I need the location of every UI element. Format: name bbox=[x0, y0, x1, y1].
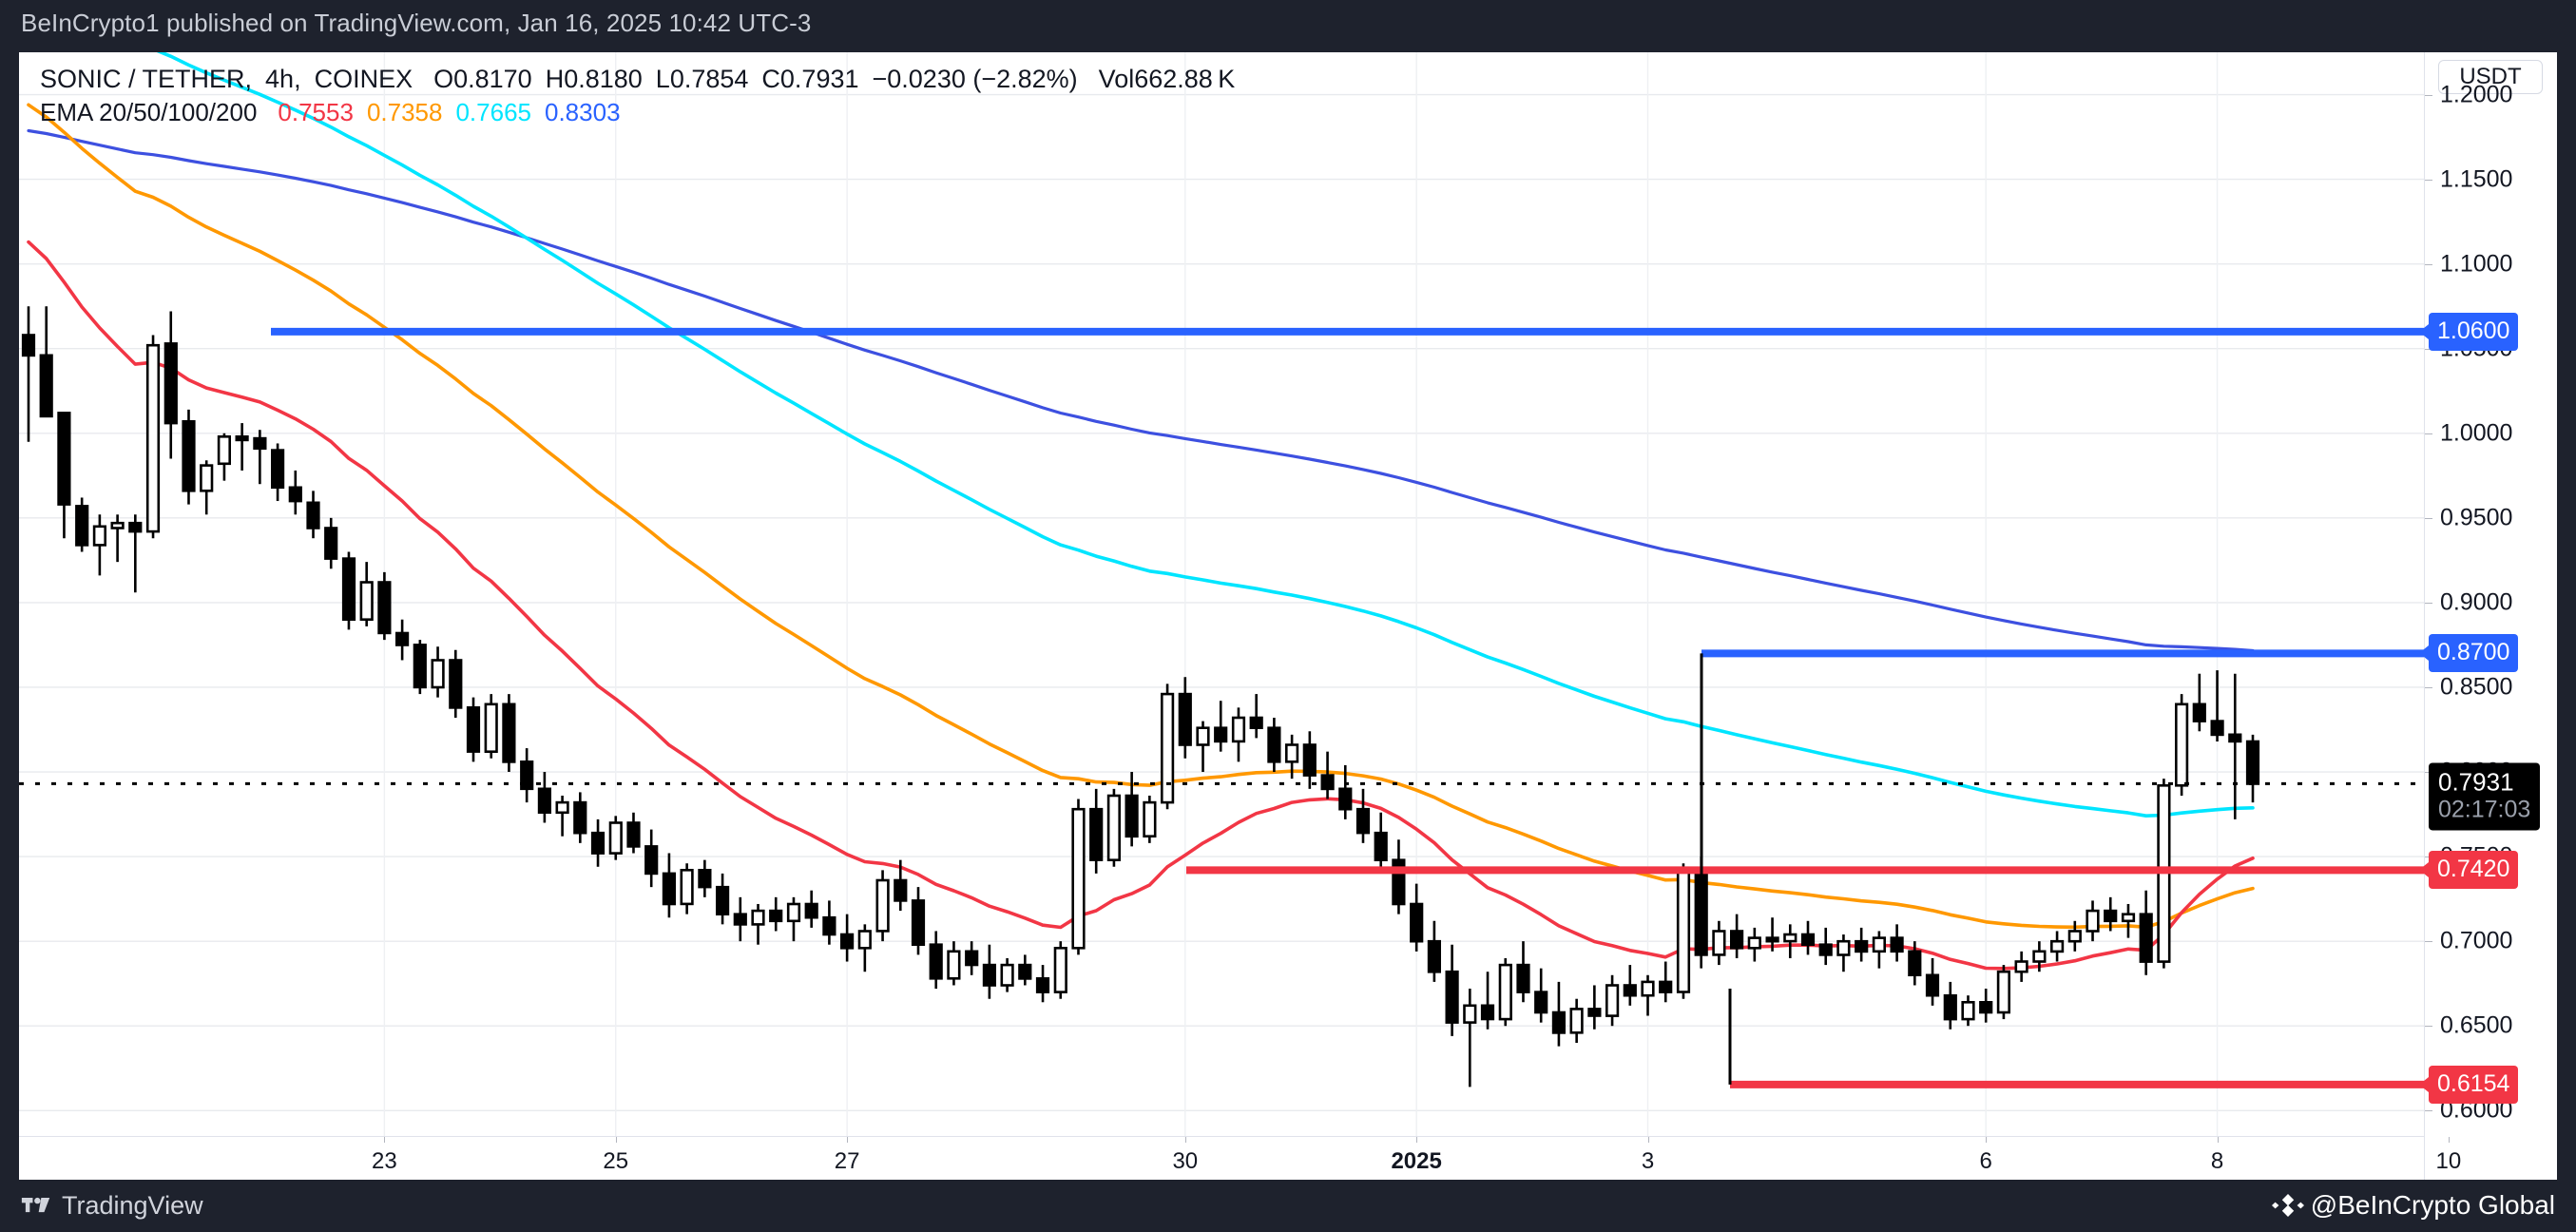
time-tick bbox=[1647, 1137, 1649, 1143]
price-level-badge[interactable]: 0.7420 bbox=[2419, 851, 2519, 890]
price-level-badge[interactable]: 0.6154 bbox=[2419, 1065, 2519, 1104]
price-tick bbox=[2425, 686, 2432, 688]
last-price-value: 0.7931 bbox=[2438, 767, 2514, 797]
time-tick bbox=[615, 1137, 617, 1143]
time-tick bbox=[1986, 1137, 1988, 1143]
badge-value: 0.8700 bbox=[2437, 639, 2510, 666]
price-tick bbox=[2425, 179, 2432, 181]
tradingview-brand[interactable]: TradingView bbox=[21, 1190, 203, 1221]
time-tick-label: 10 bbox=[2435, 1148, 2462, 1174]
tradingview-logo-icon bbox=[21, 1197, 50, 1213]
time-tick-label: 8 bbox=[2210, 1148, 2224, 1174]
price-tick bbox=[2425, 602, 2432, 604]
ema50-line bbox=[27, 103, 2255, 930]
price-axis[interactable]: USDT 1.20001.15001.10001.05001.00000.950… bbox=[2419, 52, 2557, 1180]
price-tick bbox=[2425, 1110, 2432, 1112]
time-tick bbox=[847, 1137, 849, 1143]
price-tick bbox=[2425, 517, 2432, 519]
price-tick-label: 1.1000 bbox=[2440, 250, 2513, 278]
price-tick-label: 1.1500 bbox=[2440, 165, 2513, 193]
price-level-badge[interactable]: 0.8700 bbox=[2419, 634, 2519, 673]
price-tick-label: 0.9000 bbox=[2440, 588, 2513, 616]
watermark: @BeInCrypto Global bbox=[2271, 1190, 2555, 1221]
candlestick-canvas bbox=[19, 52, 2424, 1136]
badge-value: 0.7420 bbox=[2437, 856, 2510, 883]
bar-countdown: 02:17:03 bbox=[2438, 796, 2531, 823]
time-tick bbox=[2448, 1137, 2450, 1143]
time-tick bbox=[2217, 1137, 2219, 1143]
plot-area[interactable] bbox=[19, 52, 2424, 1136]
time-tick-label: 6 bbox=[1979, 1148, 1992, 1174]
chart-pane: SONIC / TETHER, 4h, COINEX O0.8170 H0.8180 L0… bbox=[19, 52, 2557, 1180]
time-axis[interactable]: 23252730202536810131517 bbox=[19, 1136, 2461, 1180]
time-tick bbox=[384, 1137, 386, 1143]
currency-chip[interactable]: USDT bbox=[2438, 60, 2543, 94]
time-tick bbox=[1416, 1137, 1418, 1143]
ema200-line bbox=[27, 128, 2255, 653]
tradingview-label: TradingView bbox=[62, 1190, 203, 1220]
time-tick-label: 23 bbox=[372, 1148, 397, 1174]
publisher-bar: BeInCrypto1 published on TradingView.com… bbox=[0, 0, 2576, 52]
badge-arrow-icon bbox=[2419, 323, 2429, 339]
price-tick-label: 0.6500 bbox=[2440, 1011, 2513, 1039]
badge-value: 1.0600 bbox=[2437, 317, 2510, 344]
time-tick-label: 25 bbox=[603, 1148, 629, 1174]
price-tick bbox=[2425, 94, 2432, 96]
footer-bar: TradingView @BeInCrypto Global bbox=[0, 1180, 2576, 1232]
price-tick bbox=[2425, 941, 2432, 943]
price-tick-label: 1.2000 bbox=[2440, 81, 2513, 108]
watermark-label: @BeInCrypto Global bbox=[2310, 1190, 2555, 1220]
ema100-line bbox=[156, 52, 2255, 818]
binance-diamond-icon bbox=[2271, 1194, 2304, 1217]
last-price-badge[interactable]: 0.7931 02:17:03 bbox=[2429, 762, 2541, 831]
time-tick-label: 3 bbox=[1641, 1148, 1655, 1174]
price-tick-label: 1.0000 bbox=[2440, 419, 2513, 447]
time-tick-label: 2025 bbox=[1391, 1148, 1442, 1174]
candles bbox=[21, 306, 2260, 1088]
badge-arrow-icon bbox=[2419, 862, 2429, 878]
price-tick-label: 0.8500 bbox=[2440, 673, 2513, 701]
price-tick-label: 0.7000 bbox=[2440, 927, 2513, 954]
price-tick bbox=[2425, 263, 2432, 265]
badge-arrow-icon bbox=[2419, 645, 2429, 662]
badge-value: 0.6154 bbox=[2437, 1069, 2510, 1097]
time-tick bbox=[1184, 1137, 1186, 1143]
time-tick-label: 30 bbox=[1172, 1148, 1199, 1174]
price-level-badge[interactable]: 1.0600 bbox=[2419, 312, 2519, 351]
publisher-text: BeInCrypto1 published on TradingView.com… bbox=[21, 9, 812, 37]
price-tick bbox=[2425, 433, 2432, 434]
price-tick bbox=[2425, 1026, 2432, 1028]
price-tick-label: 0.9500 bbox=[2440, 504, 2513, 531]
time-tick-label: 27 bbox=[834, 1148, 860, 1174]
badge-arrow-icon bbox=[2419, 1076, 2429, 1092]
